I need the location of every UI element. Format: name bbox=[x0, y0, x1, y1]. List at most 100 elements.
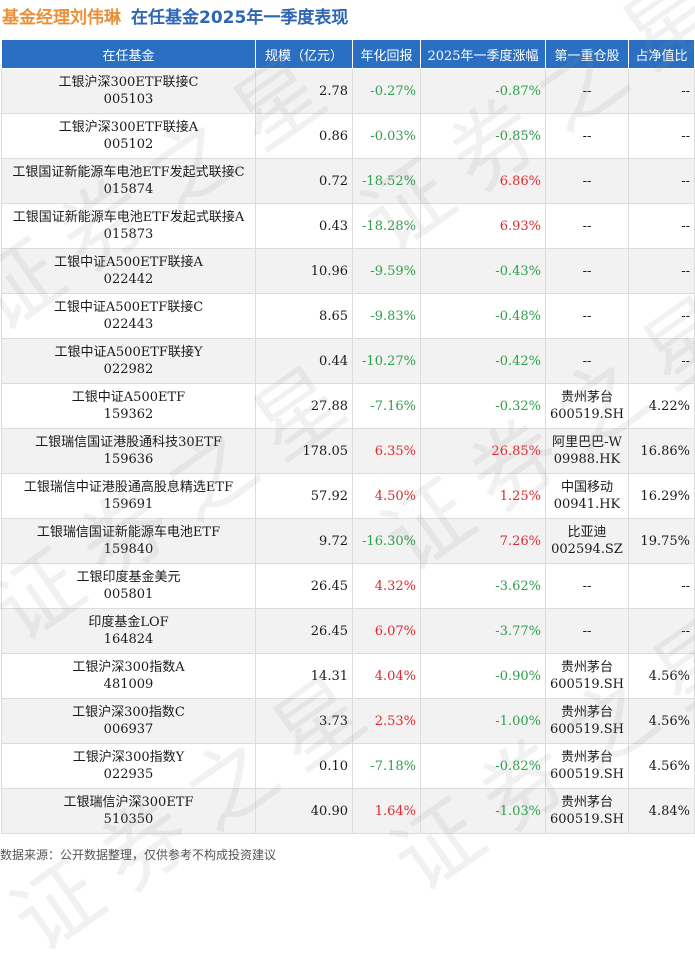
column-header-fund: 在任基金 bbox=[1, 39, 256, 69]
nav-ratio: 4.56% bbox=[628, 653, 695, 699]
fund-code: 006937 bbox=[103, 722, 154, 737]
fund-code: 159840 bbox=[103, 542, 154, 557]
column-header-annual-return: 年化回报 bbox=[352, 39, 421, 69]
top-holding-cell: -- bbox=[545, 293, 629, 339]
table-row: 工银沪深300指数C 006937 3.73 2.53% -1.00% 贵州茅台 60051… bbox=[1, 698, 695, 744]
table-header-row: 在任基金 规模（亿元） 年化回报 2025年一季度涨幅 第一重仓股 占净值比 bbox=[1, 39, 695, 69]
fund-name: 工银中证A500ETF联接A bbox=[54, 255, 203, 270]
fund-cell: 工银沪深300指数A 481009 bbox=[1, 653, 256, 699]
fund-scale: 26.45 bbox=[255, 608, 353, 654]
annual-return: -9.83% bbox=[352, 293, 421, 339]
nav-ratio: 4.22% bbox=[628, 383, 695, 429]
fund-code: 005102 bbox=[103, 137, 154, 152]
fund-code: 481009 bbox=[103, 677, 154, 692]
fund-cell: 工银瑞信国证港股通科技30ETF 159636 bbox=[1, 428, 256, 474]
column-header-top-holding: 第一重仓股 bbox=[545, 39, 629, 69]
annual-return: -18.28% bbox=[352, 203, 421, 249]
q1-change: -0.48% bbox=[420, 293, 546, 339]
q1-change: 6.86% bbox=[420, 158, 546, 204]
fund-scale: 57.92 bbox=[255, 473, 353, 519]
fund-name: 工银沪深300指数Y bbox=[72, 750, 185, 765]
fund-name: 工银沪深300指数C bbox=[72, 705, 185, 720]
annual-return: -18.52% bbox=[352, 158, 421, 204]
annual-return: 2.53% bbox=[352, 698, 421, 744]
q1-change: 26.85% bbox=[420, 428, 546, 474]
top-holding-name: 贵州茅台 bbox=[560, 795, 613, 810]
column-header-q1-change: 2025年一季度涨幅 bbox=[420, 39, 546, 69]
fund-name: 工银瑞信中证港股通高股息精选ETF bbox=[23, 480, 234, 495]
fund-scale: 0.44 bbox=[255, 338, 353, 384]
top-holding-code: 09988.HK bbox=[553, 452, 621, 467]
fund-cell: 工银瑞信沪深300ETF 510350 bbox=[1, 788, 256, 834]
fund-code: 022443 bbox=[103, 317, 154, 332]
fund-code: 015874 bbox=[103, 182, 154, 197]
table-row: 工银中证A500ETF联接Y 022982 0.44 -10.27% -0.42% -- -… bbox=[1, 338, 695, 384]
fund-scale: 2.78 bbox=[255, 68, 353, 114]
fund-code: 159636 bbox=[103, 452, 154, 467]
q1-change: -0.87% bbox=[420, 68, 546, 114]
fund-code: 022982 bbox=[103, 362, 154, 377]
fund-cell: 工银中证A500ETF联接Y 022982 bbox=[1, 338, 256, 384]
annual-return: 4.32% bbox=[352, 563, 421, 609]
fund-scale: 178.05 bbox=[255, 428, 353, 474]
top-holding-code: 600519.SH bbox=[550, 407, 625, 422]
table-row: 工银瑞信中证港股通高股息精选ETF 159691 57.92 4.50% 1.25% 中国… bbox=[1, 473, 695, 519]
fund-code: 022935 bbox=[103, 767, 154, 782]
nav-ratio: -- bbox=[628, 68, 695, 114]
fund-scale: 27.88 bbox=[255, 383, 353, 429]
table-row: 工银沪深300ETF联接A 005102 0.86 -0.03% -0.85% -- -- bbox=[1, 113, 695, 159]
top-holding-code: 600519.SH bbox=[550, 677, 625, 692]
q1-change: -0.42% bbox=[420, 338, 546, 384]
top-holding-cell: 贵州茅台 600519.SH bbox=[545, 788, 629, 834]
table-row: 工银印度基金美元 005801 26.45 4.32% -3.62% -- -- bbox=[1, 563, 695, 609]
top-holding-name: -- bbox=[582, 218, 592, 234]
q1-change: -1.03% bbox=[420, 788, 546, 834]
fund-scale: 26.45 bbox=[255, 563, 353, 609]
fund-code: 005103 bbox=[103, 92, 154, 107]
q1-change: -3.77% bbox=[420, 608, 546, 654]
table-row: 工银沪深300指数A 481009 14.31 4.04% -0.90% 贵州茅台 6005… bbox=[1, 653, 695, 699]
fund-name: 工银中证A500ETF联接C bbox=[53, 300, 204, 315]
fund-cell: 印度基金LOF 164824 bbox=[1, 608, 256, 654]
fund-cell: 工银中证A500ETF联接A 022442 bbox=[1, 248, 256, 294]
fund-name: 工银中证A500ETF联接Y bbox=[54, 345, 203, 360]
top-holding-name: 贵州茅台 bbox=[560, 750, 613, 765]
table-body: 工银沪深300ETF联接C 005103 2.78 -0.27% -0.87% -- -- 工… bbox=[1, 68, 695, 834]
top-holding-name: -- bbox=[582, 623, 592, 639]
q1-change: -3.62% bbox=[420, 563, 546, 609]
table-row: 工银中证A500ETF联接C 022443 8.65 -9.83% -0.48% -- -- bbox=[1, 293, 695, 339]
table-row: 工银瑞信国证港股通科技30ETF 159636 178.05 6.35% 26.85% 阿… bbox=[1, 428, 695, 474]
nav-ratio: 16.86% bbox=[628, 428, 695, 474]
fund-code: 164824 bbox=[103, 632, 154, 647]
annual-return: -10.27% bbox=[352, 338, 421, 384]
top-holding-cell: 贵州茅台 600519.SH bbox=[545, 653, 629, 699]
fund-cell: 工银瑞信国证新能源车电池ETF 159840 bbox=[1, 518, 256, 564]
annual-return: -9.59% bbox=[352, 248, 421, 294]
q1-change: -0.85% bbox=[420, 113, 546, 159]
data-source-note: 数据来源：公开数据整理，仅供参考不构成投资建议 bbox=[0, 848, 277, 862]
top-holding-name: 贵州茅台 bbox=[560, 390, 613, 405]
table-row: 工银沪深300ETF联接C 005103 2.78 -0.27% -0.87% -- -- bbox=[1, 68, 695, 114]
fund-scale: 10.96 bbox=[255, 248, 353, 294]
fund-cell: 工银沪深300ETF联接A 005102 bbox=[1, 113, 256, 159]
fund-cell: 工银瑞信中证港股通高股息精选ETF 159691 bbox=[1, 473, 256, 519]
top-holding-name: -- bbox=[582, 578, 592, 594]
top-holding-name: 阿里巴巴-W bbox=[552, 435, 622, 450]
fund-name: 工银瑞信国证港股通科技30ETF bbox=[35, 435, 222, 450]
annual-return: 4.04% bbox=[352, 653, 421, 699]
annual-return: -0.27% bbox=[352, 68, 421, 114]
table-row: 工银瑞信国证新能源车电池ETF 159840 9.72 -16.30% 7.26% 比亚迪… bbox=[1, 518, 695, 564]
fund-scale: 0.86 bbox=[255, 113, 353, 159]
fund-cell: 工银沪深300指数Y 022935 bbox=[1, 743, 256, 789]
column-header-nav-ratio: 占净值比 bbox=[628, 39, 695, 69]
table-row: 工银瑞信沪深300ETF 510350 40.90 1.64% -1.03% 贵州茅台 60… bbox=[1, 788, 695, 834]
nav-ratio: -- bbox=[628, 158, 695, 204]
top-holding-name: -- bbox=[582, 83, 592, 99]
q1-change: -0.82% bbox=[420, 743, 546, 789]
top-holding-cell: -- bbox=[545, 203, 629, 249]
table-row: 印度基金LOF 164824 26.45 6.07% -3.77% -- -- bbox=[1, 608, 695, 654]
top-holding-code: 600519.SH bbox=[550, 722, 625, 737]
nav-ratio: -- bbox=[628, 203, 695, 249]
fund-code: 510350 bbox=[103, 812, 154, 827]
annual-return: 6.07% bbox=[352, 608, 421, 654]
